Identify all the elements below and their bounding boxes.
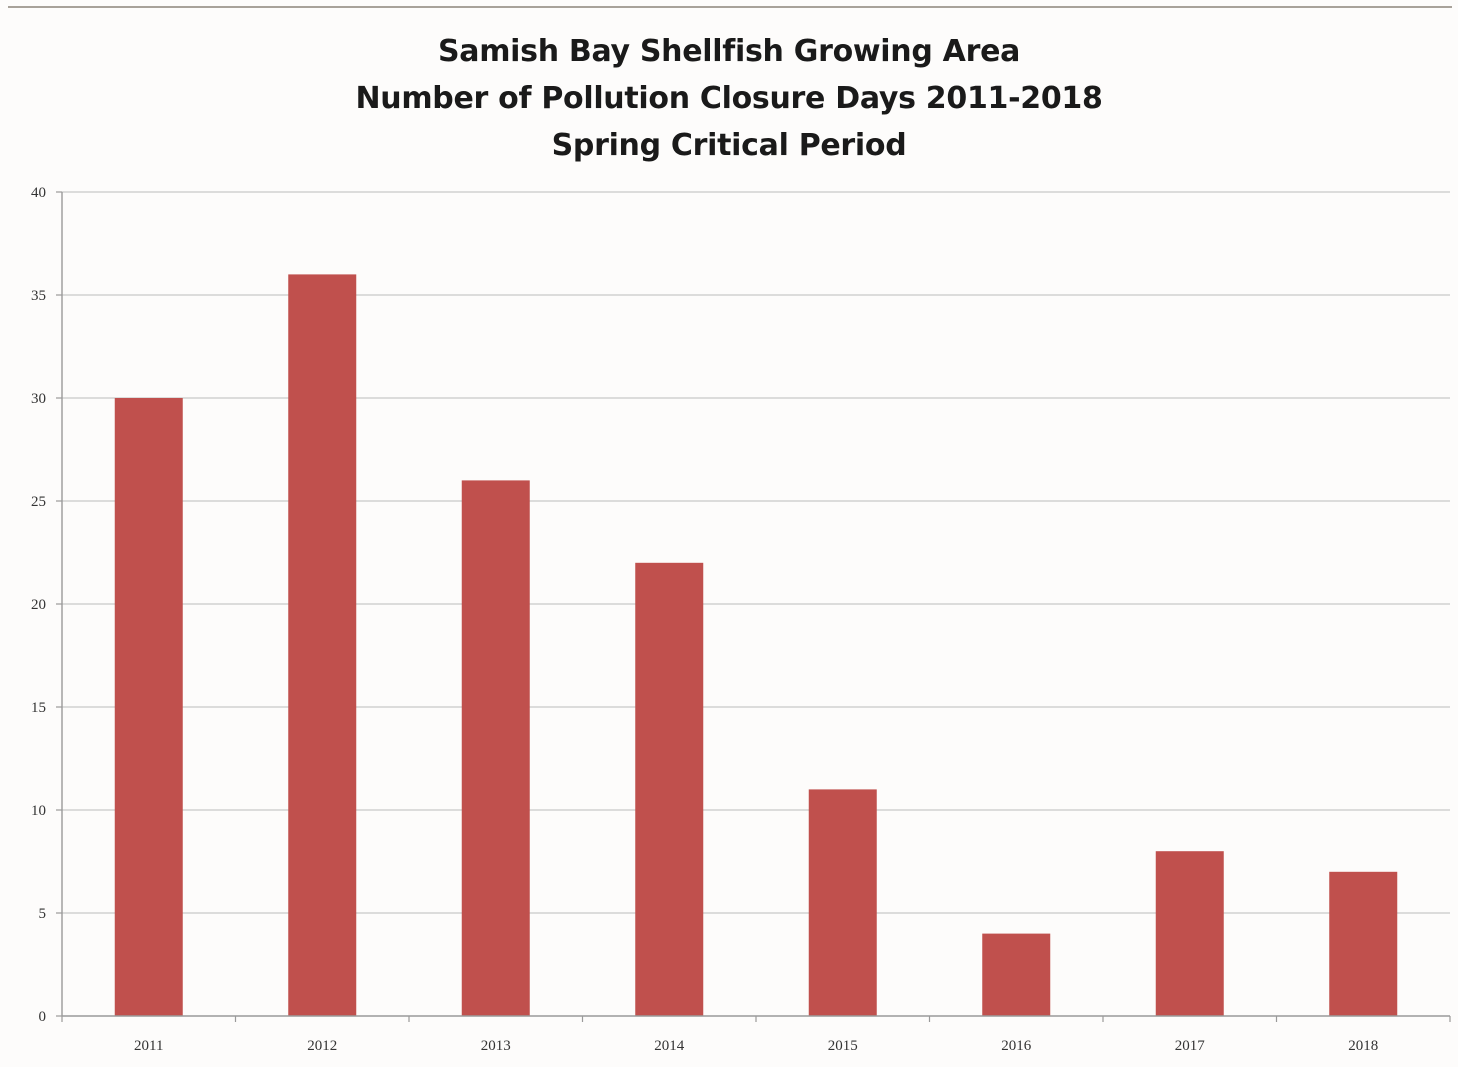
y-tick-label-30: 30 [31,391,46,407]
bar-2014 [635,562,704,1016]
x-tick-label-2015: 2015 [828,1038,858,1054]
y-tick-label-25: 25 [31,494,46,510]
chart-title-line-1: Samish Bay Shellfish Growing Area [437,34,1021,69]
bar-2017 [1155,851,1224,1016]
chart-title-line-3: Spring Critical Period [551,128,907,163]
x-tick-label-2011: 2011 [134,1038,163,1054]
x-tick-label-2013: 2013 [481,1038,511,1054]
bar-2013 [461,480,530,1016]
bar-2012 [288,274,357,1016]
x-tick-label-2012: 2012 [307,1038,337,1054]
chart-title-line-2: Number of Pollution Closure Days 2011-20… [355,81,1103,116]
x-tick-label-2016: 2016 [1001,1038,1032,1054]
bar-2018 [1329,871,1398,1016]
bar-2011 [114,398,183,1016]
y-tick-label-40: 40 [31,185,46,201]
top-divider [8,6,1452,8]
x-tick-label-2014: 2014 [654,1038,685,1054]
bar-2016 [982,933,1051,1016]
y-tick-label-35: 35 [31,288,46,304]
bar-2015 [808,789,877,1016]
y-tick-label-5: 5 [39,906,47,922]
x-tick-label-2018: 2018 [1348,1038,1378,1054]
y-tick-label-15: 15 [31,700,46,716]
y-tick-label-10: 10 [31,803,46,819]
chart-title: Samish Bay Shellfish Growing Area Number… [0,28,1458,169]
y-tick-label-20: 20 [31,597,46,613]
y-tick-label-0: 0 [39,1009,47,1025]
x-tick-label-2017: 2017 [1175,1038,1206,1054]
